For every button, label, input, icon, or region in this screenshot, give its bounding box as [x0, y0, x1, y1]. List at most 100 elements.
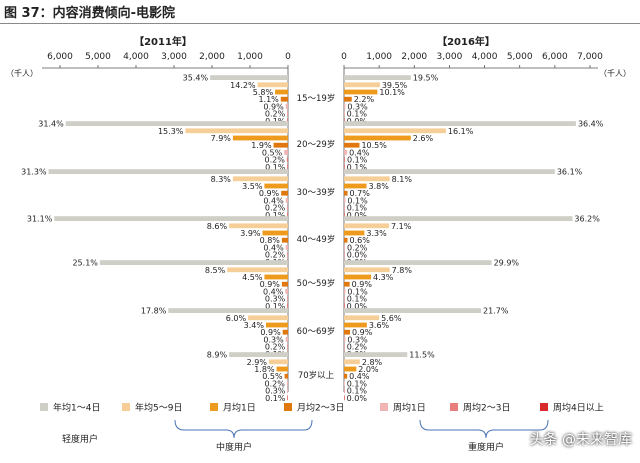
bar-2016: [344, 388, 345, 393]
bar-2016: [344, 150, 348, 155]
bar-2011: [262, 230, 288, 236]
bar-2011: [284, 150, 288, 155]
data-label-2016: 11.5%: [409, 351, 435, 360]
bar-2016: [344, 190, 348, 196]
data-label-2016: 36.4%: [578, 120, 604, 129]
tick-label: 0: [285, 52, 291, 62]
data-label-2011: 0.8%: [260, 236, 281, 245]
group-label-light: 轻度用户: [62, 433, 98, 445]
data-label-2011: 0.2%: [265, 110, 286, 119]
data-label-2016: 0.1%: [347, 196, 368, 205]
bar-2011: [227, 267, 288, 273]
data-label-2016: 8.1%: [392, 175, 413, 184]
data-label-2011: 0.4%: [263, 287, 284, 296]
data-label-2016: 0.2%: [347, 343, 368, 352]
bar-2016: [344, 359, 360, 365]
bar-2016: [344, 82, 380, 88]
category-label: 70岁以上: [298, 370, 335, 381]
bar-2016: [344, 303, 345, 309]
bar-2011: [210, 75, 288, 80]
bar-2016: [344, 121, 576, 126]
data-label-2016: 0.9%: [352, 280, 373, 289]
category-label: 15～19岁: [297, 93, 336, 104]
bar-2016: [344, 322, 367, 328]
legend-swatch: [540, 403, 548, 411]
bar-2016: [344, 344, 345, 349]
data-label-2016: 0.0%: [347, 302, 368, 311]
data-label-2016: 3.3%: [366, 229, 387, 238]
data-label-2011: 0.1%: [265, 211, 286, 220]
data-label-2011: 14.2%: [230, 81, 256, 90]
data-label-2016: 0.0%: [347, 211, 368, 220]
bar-2011: [276, 366, 288, 372]
bar-2016: [344, 373, 348, 379]
data-label-2016: 5.6%: [381, 314, 402, 323]
bar-2016: [344, 75, 411, 80]
bar-2011: [287, 395, 288, 401]
data-label-2016: 7.1%: [391, 222, 412, 231]
data-label-2016: 21.7%: [483, 307, 509, 316]
data-label-2016: 16.1%: [448, 127, 474, 136]
tick-label: 1,000: [237, 52, 263, 62]
data-label-2016: 36.1%: [557, 168, 583, 177]
category-label: 20～29岁: [297, 139, 336, 150]
data-label-2011: 35.4%: [183, 74, 209, 83]
data-label-2016: 0.0%: [347, 394, 368, 403]
bar-2011: [287, 111, 288, 116]
bar-2011: [287, 118, 288, 124]
bar-2011: [280, 96, 288, 102]
bar-2016: [344, 104, 346, 109]
data-label-2011: 3.4%: [244, 321, 265, 330]
tick-label: 0: [341, 52, 347, 62]
bar-2011: [275, 89, 288, 95]
bar-2016: [344, 274, 372, 280]
bar-2011: [99, 260, 289, 265]
data-label-2016: 0.1%: [347, 163, 368, 172]
data-label-2016: 36.2%: [574, 215, 600, 224]
bar-2011: [281, 190, 288, 196]
bar-2016: [344, 164, 345, 170]
data-label-2016: 0.1%: [347, 110, 368, 119]
data-label-2011: 4.5%: [242, 273, 263, 282]
tick-label: 4,000: [123, 52, 149, 62]
bar-2011: [287, 252, 288, 257]
data-label-2016: 0.9%: [352, 328, 373, 337]
data-label-2011: 1.9%: [251, 141, 272, 150]
bar-2011: [287, 205, 288, 210]
legend-label: 月均2～3日: [297, 402, 344, 414]
bar-2016: [344, 223, 389, 229]
data-label-2016: 0.1%: [347, 204, 368, 213]
data-label-2016: 0.1%: [347, 156, 368, 165]
legend-swatch: [40, 403, 48, 411]
group-bracket-medium: [174, 419, 313, 439]
data-label-2011: 3.9%: [240, 229, 261, 238]
data-label-2011: 0.4%: [263, 196, 284, 205]
bar-2016: [344, 289, 346, 294]
data-label-2011: 1.8%: [254, 365, 275, 374]
bar-2016: [344, 230, 365, 236]
bar-2011: [257, 82, 288, 88]
data-label-2011: 0.1%: [265, 394, 286, 403]
data-label-2011: 0.3%: [263, 335, 284, 344]
title-divider: [0, 23, 640, 24]
bar-2016: [344, 237, 348, 243]
bar-2011: [287, 296, 288, 301]
bar-2016: [344, 245, 346, 250]
data-label-2016: 10.1%: [379, 88, 405, 97]
bar-2016: [344, 315, 380, 321]
chart-title: 图 37：内容消费倾向-电影院: [4, 6, 176, 21]
legend-swatch: [284, 403, 292, 411]
data-label-2011: 6.0%: [226, 314, 247, 323]
tick-label: 1,000: [366, 52, 392, 62]
bar-2016: [344, 157, 346, 162]
unit-label-right: （千人）: [599, 68, 631, 78]
data-label-2011: 8.3%: [211, 175, 232, 184]
bar-2016: [344, 96, 352, 102]
bar-2011: [232, 176, 288, 182]
bar-2011: [168, 308, 288, 313]
bar-2011: [269, 359, 288, 365]
group-label-medium: 中度用户: [216, 441, 252, 453]
data-label-2016: 0.4%: [349, 372, 370, 381]
legend-label: 周均2～3日: [463, 402, 510, 414]
bar-2011: [229, 223, 288, 229]
